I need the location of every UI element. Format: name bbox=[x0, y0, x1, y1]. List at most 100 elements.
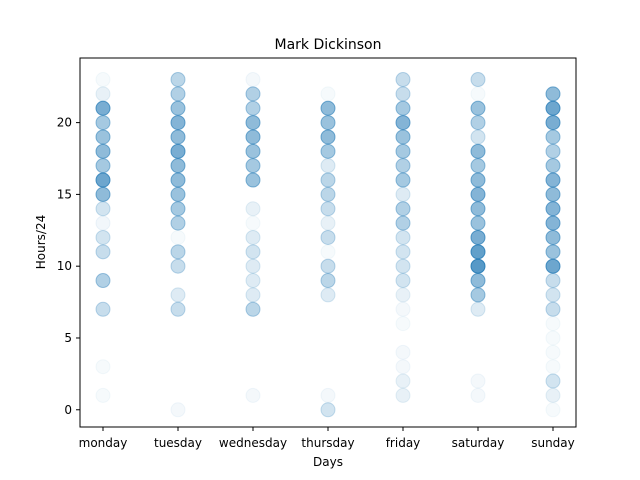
data-point-saturday-21 bbox=[470, 100, 486, 116]
data-point-wednesday-22 bbox=[245, 86, 261, 102]
data-point-friday-17 bbox=[395, 158, 411, 174]
y-axis: 0 5 10 15 20 bbox=[57, 116, 80, 417]
data-point-friday-23 bbox=[395, 72, 411, 88]
data-point-saturday-11 bbox=[470, 244, 486, 260]
data-point-friday-13 bbox=[395, 215, 411, 231]
data-point-tuesday-22 bbox=[170, 86, 186, 102]
y-tick-label-0: 0 bbox=[64, 403, 72, 417]
data-point-sunday-9 bbox=[545, 273, 561, 289]
data-point-saturday-10 bbox=[470, 258, 486, 274]
data-point-friday-14 bbox=[395, 201, 411, 217]
data-point-thursday-14 bbox=[320, 201, 336, 217]
x-tick-label-monday: monday bbox=[79, 436, 128, 450]
data-point-friday-3 bbox=[395, 359, 411, 375]
data-point-friday-8 bbox=[395, 287, 411, 303]
data-point-thursday-21 bbox=[320, 100, 336, 116]
data-point-sunday-5 bbox=[545, 330, 561, 346]
data-point-friday-2 bbox=[395, 373, 411, 389]
data-point-thursday-19 bbox=[320, 129, 336, 145]
data-point-wednesday-18 bbox=[245, 143, 261, 159]
data-point-monday-7 bbox=[95, 301, 111, 317]
chart-title: Mark Dickinson bbox=[275, 37, 382, 53]
data-point-monday-23 bbox=[95, 72, 111, 88]
data-point-wednesday-16 bbox=[245, 172, 261, 188]
data-point-thursday-9 bbox=[320, 273, 336, 289]
data-point-thursday-11 bbox=[320, 244, 336, 260]
data-point-thursday-0 bbox=[320, 402, 336, 418]
data-point-sunday-12 bbox=[545, 229, 561, 245]
data-point-saturday-15 bbox=[470, 186, 486, 202]
x-tick-label-saturday: saturday bbox=[452, 436, 505, 450]
points-layer bbox=[95, 72, 561, 418]
data-point-monday-3 bbox=[95, 359, 111, 375]
data-point-wednesday-9 bbox=[245, 273, 261, 289]
y-tick-label-15: 15 bbox=[57, 187, 72, 201]
y-axis-title: Hours/24 bbox=[34, 215, 48, 269]
data-point-saturday-13 bbox=[470, 215, 486, 231]
data-point-monday-12 bbox=[95, 229, 111, 245]
data-point-monday-22 bbox=[95, 86, 111, 102]
data-point-sunday-16 bbox=[545, 172, 561, 188]
x-tick-label-wednesday: wednesday bbox=[219, 436, 287, 450]
data-point-saturday-8 bbox=[470, 287, 486, 303]
data-point-sunday-10 bbox=[545, 258, 561, 274]
data-point-sunday-21 bbox=[545, 100, 561, 116]
data-point-tuesday-0 bbox=[170, 402, 186, 418]
data-point-saturday-18 bbox=[470, 143, 486, 159]
data-point-wednesday-8 bbox=[245, 287, 261, 303]
data-point-tuesday-17 bbox=[170, 158, 186, 174]
data-point-thursday-13 bbox=[320, 215, 336, 231]
data-point-monday-9 bbox=[95, 273, 111, 289]
data-point-monday-21 bbox=[95, 100, 111, 116]
data-point-wednesday-23 bbox=[245, 72, 261, 88]
data-point-tuesday-20 bbox=[170, 115, 186, 131]
x-axis: monday tuesday wednesday thursday friday satu… bbox=[79, 427, 575, 450]
data-point-sunday-22 bbox=[545, 86, 561, 102]
data-point-friday-20 bbox=[395, 115, 411, 131]
data-point-monday-20 bbox=[95, 115, 111, 131]
data-point-sunday-18 bbox=[545, 143, 561, 159]
data-point-sunday-11 bbox=[545, 244, 561, 260]
data-point-sunday-13 bbox=[545, 215, 561, 231]
data-point-saturday-9 bbox=[470, 273, 486, 289]
data-point-saturday-23 bbox=[470, 72, 486, 88]
data-point-thursday-16 bbox=[320, 172, 336, 188]
data-point-tuesday-12 bbox=[170, 229, 186, 245]
data-point-sunday-17 bbox=[545, 158, 561, 174]
data-point-wednesday-11 bbox=[245, 244, 261, 260]
data-point-wednesday-20 bbox=[245, 115, 261, 131]
data-point-friday-4 bbox=[395, 344, 411, 360]
y-tick-label-5: 5 bbox=[64, 331, 72, 345]
data-point-sunday-15 bbox=[545, 186, 561, 202]
data-point-friday-7 bbox=[395, 301, 411, 317]
data-point-monday-11 bbox=[95, 244, 111, 260]
data-point-tuesday-7 bbox=[170, 301, 186, 317]
data-point-tuesday-23 bbox=[170, 72, 186, 88]
data-point-sunday-4 bbox=[545, 344, 561, 360]
data-point-wednesday-1 bbox=[245, 387, 261, 403]
data-point-thursday-22 bbox=[320, 86, 336, 102]
data-point-wednesday-14 bbox=[245, 201, 261, 217]
data-point-friday-1 bbox=[395, 387, 411, 403]
data-point-wednesday-17 bbox=[245, 158, 261, 174]
y-tick-label-20: 20 bbox=[57, 116, 72, 130]
data-point-tuesday-16 bbox=[170, 172, 186, 188]
data-point-saturday-1 bbox=[470, 387, 486, 403]
data-point-friday-21 bbox=[395, 100, 411, 116]
data-point-sunday-14 bbox=[545, 201, 561, 217]
data-point-saturday-2 bbox=[470, 373, 486, 389]
data-point-tuesday-8 bbox=[170, 287, 186, 303]
y-tick-label-10: 10 bbox=[57, 259, 72, 273]
data-point-saturday-19 bbox=[470, 129, 486, 145]
data-point-thursday-1 bbox=[320, 387, 336, 403]
data-point-monday-14 bbox=[95, 201, 111, 217]
data-point-sunday-7 bbox=[545, 301, 561, 317]
data-point-saturday-17 bbox=[470, 158, 486, 174]
data-point-wednesday-19 bbox=[245, 129, 261, 145]
data-point-sunday-20 bbox=[545, 115, 561, 131]
data-point-thursday-17 bbox=[320, 158, 336, 174]
data-point-wednesday-7 bbox=[245, 301, 261, 317]
data-point-monday-1 bbox=[95, 387, 111, 403]
data-point-monday-16 bbox=[95, 172, 111, 188]
